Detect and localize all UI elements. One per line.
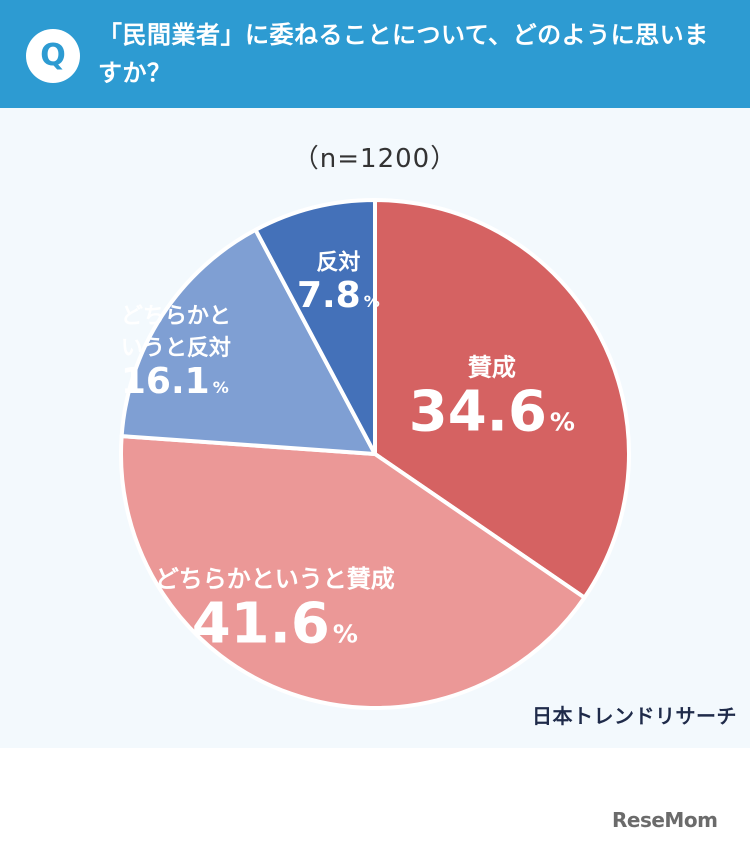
pie-slice-somewhat-disagree xyxy=(119,227,377,456)
slice-value-disagree: 7.8% xyxy=(297,275,380,316)
slice-label-agree: 賛成 xyxy=(468,353,516,381)
brand-logo: ReseMom xyxy=(612,808,718,832)
source-credit: 日本トレンドリサーチ xyxy=(532,704,737,728)
question-badge: Q xyxy=(26,29,80,83)
slice-label-disagree: 反対 xyxy=(316,250,360,275)
slice-value-somewhat-disagree: 16.1% xyxy=(121,361,229,402)
slice-value-somewhat-agree: 41.6% xyxy=(192,591,358,656)
slice-value-agree: 34.6% xyxy=(409,380,575,445)
slice-label-somewhat-disagree: いうと反対 xyxy=(121,336,231,361)
question-header: Q 「民間業者」に委ねることについて、どのように思いますか？ xyxy=(0,0,750,108)
slice-label-somewhat-agree: どちらかというと賛成 xyxy=(155,565,395,593)
question-text: 「民間業者」に委ねることについて、どのように思いますか？ xyxy=(98,21,709,87)
pie-slice-agree xyxy=(373,198,631,600)
pie-slice-disagree xyxy=(253,198,377,456)
slice-label-somewhat-disagree: どちらかと xyxy=(121,304,231,329)
sample-size: （n=1200） xyxy=(292,144,458,174)
pie-slice-somewhat-agree xyxy=(119,434,587,710)
